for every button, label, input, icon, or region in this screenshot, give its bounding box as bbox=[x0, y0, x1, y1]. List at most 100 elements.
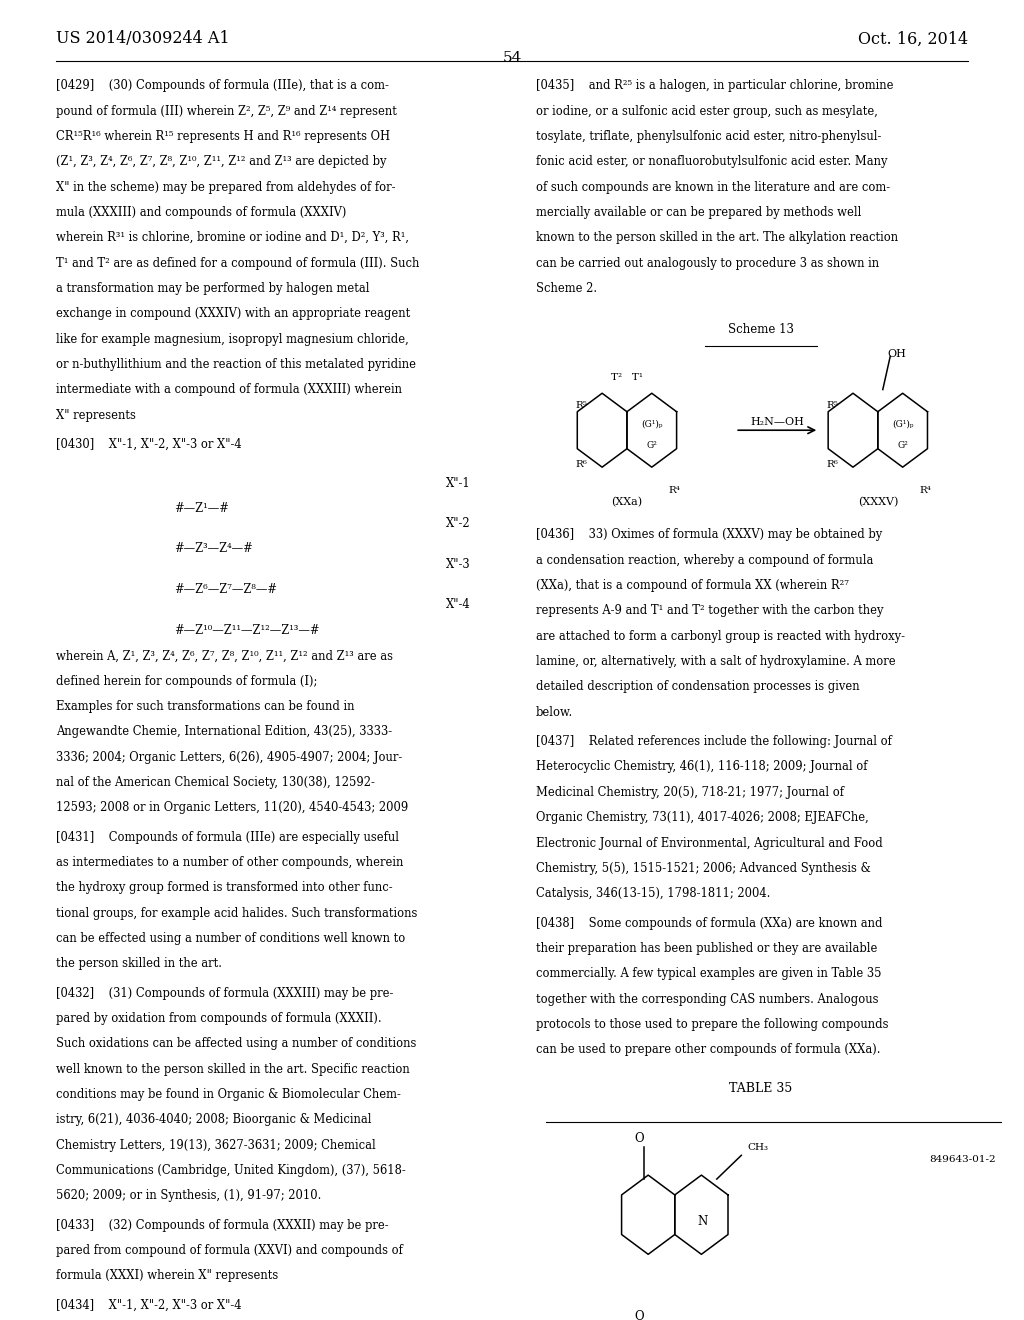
Text: [0438]    Some compounds of formula (XXa) are known and: [0438] Some compounds of formula (XXa) a… bbox=[536, 916, 882, 929]
Text: istry, 6(21), 4036-4040; 2008; Bioorganic & Medicinal: istry, 6(21), 4036-4040; 2008; Bioorgani… bbox=[56, 1113, 372, 1126]
Text: #—Z¹—#: #—Z¹—# bbox=[174, 502, 229, 515]
Text: 5620; 2009; or in Synthesis, (1), 91-97; 2010.: 5620; 2009; or in Synthesis, (1), 91-97;… bbox=[56, 1189, 322, 1203]
Text: [0432]    (31) Compounds of formula (XXXIII) may be pre-: [0432] (31) Compounds of formula (XXXIII… bbox=[56, 986, 393, 999]
Text: X" represents: X" represents bbox=[56, 409, 136, 421]
Text: #—Z³—Z⁴—#: #—Z³—Z⁴—# bbox=[174, 543, 253, 556]
Text: of such compounds are known in the literature and are com-: of such compounds are known in the liter… bbox=[536, 181, 890, 194]
Text: [0431]    Compounds of formula (IIIe) are especially useful: [0431] Compounds of formula (IIIe) are e… bbox=[56, 830, 399, 843]
Text: 849643-01-2: 849643-01-2 bbox=[930, 1155, 996, 1164]
Text: or n-buthyllithium and the reaction of this metalated pyridine: or n-buthyllithium and the reaction of t… bbox=[56, 358, 417, 371]
Text: [0434]    X"-1, X"-2, X"-3 or X"-4: [0434] X"-1, X"-2, X"-3 or X"-4 bbox=[56, 1299, 242, 1312]
Text: R⁴: R⁴ bbox=[669, 486, 681, 495]
Text: TABLE 35: TABLE 35 bbox=[729, 1082, 793, 1094]
Text: can be used to prepare other compounds of formula (XXa).: can be used to prepare other compounds o… bbox=[536, 1043, 880, 1056]
Text: X"-4: X"-4 bbox=[445, 598, 470, 611]
Text: [0437]    Related references include the following: Journal of: [0437] Related references include the fo… bbox=[536, 735, 892, 748]
Text: or iodine, or a sulfonic acid ester group, such as mesylate,: or iodine, or a sulfonic acid ester grou… bbox=[536, 104, 878, 117]
Text: the hydroxy group formed is transformed into other func-: the hydroxy group formed is transformed … bbox=[56, 882, 393, 895]
Text: Communications (Cambridge, United Kingdom), (37), 5618-: Communications (Cambridge, United Kingdo… bbox=[56, 1164, 407, 1177]
Text: (XXa), that is a compound of formula XX (wherein R²⁷: (XXa), that is a compound of formula XX … bbox=[536, 579, 849, 593]
Text: Organic Chemistry, 73(11), 4017-4026; 2008; EJEAFChe,: Organic Chemistry, 73(11), 4017-4026; 20… bbox=[536, 812, 868, 824]
Text: Electronic Journal of Environmental, Agricultural and Food: Electronic Journal of Environmental, Agr… bbox=[536, 837, 883, 850]
Text: formula (XXXI) wherein X" represents: formula (XXXI) wherein X" represents bbox=[56, 1270, 279, 1283]
Text: Examples for such transformations can be found in: Examples for such transformations can be… bbox=[56, 700, 355, 713]
Text: Scheme 2.: Scheme 2. bbox=[536, 282, 597, 294]
Text: Catalysis, 346(13-15), 1798-1811; 2004.: Catalysis, 346(13-15), 1798-1811; 2004. bbox=[536, 887, 770, 900]
Text: T²   T¹: T² T¹ bbox=[611, 374, 643, 383]
Text: detailed description of condensation processes is given: detailed description of condensation pro… bbox=[536, 681, 859, 693]
Text: a condensation reaction, whereby a compound of formula: a condensation reaction, whereby a compo… bbox=[536, 554, 872, 566]
Text: well known to the person skilled in the art. Specific reaction: well known to the person skilled in the … bbox=[56, 1063, 410, 1076]
Text: Chemistry, 5(5), 1515-1521; 2006; Advanced Synthesis &: Chemistry, 5(5), 1515-1521; 2006; Advanc… bbox=[536, 862, 870, 875]
Text: [0435]    and R²⁵ is a halogen, in particular chlorine, bromine: [0435] and R²⁵ is a halogen, in particul… bbox=[536, 79, 893, 92]
Text: exchange in compound (XXXIV) with an appropriate reagent: exchange in compound (XXXIV) with an app… bbox=[56, 308, 411, 321]
Text: X"-1: X"-1 bbox=[445, 477, 470, 490]
Text: lamine, or, alternatively, with a salt of hydroxylamine. A more: lamine, or, alternatively, with a salt o… bbox=[536, 655, 895, 668]
Text: can be effected using a number of conditions well known to: can be effected using a number of condit… bbox=[56, 932, 406, 945]
Text: R⁵: R⁵ bbox=[575, 401, 588, 409]
Text: (Z¹, Z³, Z⁴, Z⁶, Z⁷, Z⁸, Z¹⁰, Z¹¹, Z¹² and Z¹³ are depicted by: (Z¹, Z³, Z⁴, Z⁶, Z⁷, Z⁸, Z¹⁰, Z¹¹, Z¹² a… bbox=[56, 156, 387, 168]
Text: (G¹)ₚ: (G¹)ₚ bbox=[641, 420, 663, 428]
Text: 3336; 2004; Organic Letters, 6(26), 4905-4907; 2004; Jour-: 3336; 2004; Organic Letters, 6(26), 4905… bbox=[56, 751, 402, 764]
Text: can be carried out analogously to procedure 3 as shown in: can be carried out analogously to proced… bbox=[536, 256, 879, 269]
Text: [0433]    (32) Compounds of formula (XXXII) may be pre-: [0433] (32) Compounds of formula (XXXII)… bbox=[56, 1218, 389, 1232]
Text: Oct. 16, 2014: Oct. 16, 2014 bbox=[857, 30, 968, 48]
Text: conditions may be found in Organic & Biomolecular Chem-: conditions may be found in Organic & Bio… bbox=[56, 1088, 401, 1101]
Text: [0430]    X"-1, X"-2, X"-3 or X"-4: [0430] X"-1, X"-2, X"-3 or X"-4 bbox=[56, 438, 242, 451]
Text: mula (XXXIII) and compounds of formula (XXXIV): mula (XXXIII) and compounds of formula (… bbox=[56, 206, 347, 219]
Text: X"-2: X"-2 bbox=[445, 517, 470, 531]
Text: R⁴: R⁴ bbox=[920, 486, 932, 495]
Text: tional groups, for example acid halides. Such transformations: tional groups, for example acid halides.… bbox=[56, 907, 418, 920]
Text: tosylate, triflate, phenylsulfonic acid ester, nitro-phenylsul-: tosylate, triflate, phenylsulfonic acid … bbox=[536, 129, 881, 143]
Text: commercially. A few typical examples are given in Table 35: commercially. A few typical examples are… bbox=[536, 968, 881, 981]
Text: CH₃: CH₃ bbox=[748, 1143, 768, 1152]
Text: Such oxidations can be affected using a number of conditions: Such oxidations can be affected using a … bbox=[56, 1038, 417, 1051]
Text: [0436]    33) Oximes of formula (XXXV) may be obtained by: [0436] 33) Oximes of formula (XXXV) may … bbox=[536, 528, 882, 541]
Text: pound of formula (III) wherein Z², Z⁵, Z⁹ and Z¹⁴ represent: pound of formula (III) wherein Z², Z⁵, Z… bbox=[56, 104, 397, 117]
Text: nal of the American Chemical Society, 130(38), 12592-: nal of the American Chemical Society, 13… bbox=[56, 776, 375, 789]
Text: CR¹⁵R¹⁶ wherein R¹⁵ represents H and R¹⁶ represents OH: CR¹⁵R¹⁶ wherein R¹⁵ represents H and R¹⁶… bbox=[56, 129, 390, 143]
Text: X" in the scheme) may be prepared from aldehydes of for-: X" in the scheme) may be prepared from a… bbox=[56, 181, 396, 194]
Text: R⁶: R⁶ bbox=[575, 459, 588, 469]
Text: protocols to those used to prepare the following compounds: protocols to those used to prepare the f… bbox=[536, 1018, 888, 1031]
Text: (XXXV): (XXXV) bbox=[858, 496, 898, 507]
Text: the person skilled in the art.: the person skilled in the art. bbox=[56, 957, 222, 970]
Text: #—Z⁶—Z⁷—Z⁸—#: #—Z⁶—Z⁷—Z⁸—# bbox=[174, 583, 278, 595]
Text: G²: G² bbox=[897, 441, 908, 450]
Text: O: O bbox=[634, 1309, 644, 1320]
Text: like for example magnesium, isopropyl magnesium chloride,: like for example magnesium, isopropyl ma… bbox=[56, 333, 409, 346]
Text: (XXa): (XXa) bbox=[611, 496, 642, 507]
Text: defined herein for compounds of formula (I);: defined herein for compounds of formula … bbox=[56, 675, 317, 688]
Text: [0429]    (30) Compounds of formula (IIIe), that is a com-: [0429] (30) Compounds of formula (IIIe),… bbox=[56, 79, 389, 92]
Text: below.: below. bbox=[536, 706, 572, 719]
Text: their preparation has been published or they are available: their preparation has been published or … bbox=[536, 942, 877, 954]
Text: US 2014/0309244 A1: US 2014/0309244 A1 bbox=[56, 30, 230, 48]
Text: #—Z¹⁰—Z¹¹—Z¹²—Z¹³—#: #—Z¹⁰—Z¹¹—Z¹²—Z¹³—# bbox=[174, 623, 319, 636]
Text: Medicinal Chemistry, 20(5), 718-21; 1977; Journal of: Medicinal Chemistry, 20(5), 718-21; 1977… bbox=[536, 785, 844, 799]
Text: G²: G² bbox=[646, 441, 657, 450]
Text: 54: 54 bbox=[503, 51, 521, 66]
Text: fonic acid ester, or nonafluorobutylsulfonic acid ester. Many: fonic acid ester, or nonafluorobutylsulf… bbox=[536, 156, 887, 168]
Text: Chemistry Letters, 19(13), 3627-3631; 2009; Chemical: Chemistry Letters, 19(13), 3627-3631; 20… bbox=[56, 1139, 376, 1152]
Text: together with the corresponding CAS numbers. Analogous: together with the corresponding CAS numb… bbox=[536, 993, 878, 1006]
Text: OH: OH bbox=[888, 348, 906, 359]
Text: are attached to form a carbonyl group is reacted with hydroxy-: are attached to form a carbonyl group is… bbox=[536, 630, 904, 643]
Text: pared by oxidation from compounds of formula (XXXII).: pared by oxidation from compounds of for… bbox=[56, 1012, 382, 1026]
Text: R⁵: R⁵ bbox=[826, 401, 839, 409]
Text: N: N bbox=[697, 1214, 708, 1228]
Text: (G¹)ₚ: (G¹)ₚ bbox=[892, 420, 913, 428]
Text: O: O bbox=[634, 1131, 644, 1144]
Text: Angewandte Chemie, International Edition, 43(25), 3333-: Angewandte Chemie, International Edition… bbox=[56, 725, 392, 738]
Text: mercially available or can be prepared by methods well: mercially available or can be prepared b… bbox=[536, 206, 861, 219]
Text: R⁶: R⁶ bbox=[826, 459, 839, 469]
Text: wherein A, Z¹, Z³, Z⁴, Z⁶, Z⁷, Z⁸, Z¹⁰, Z¹¹, Z¹² and Z¹³ are as: wherein A, Z¹, Z³, Z⁴, Z⁶, Z⁷, Z⁸, Z¹⁰, … bbox=[56, 649, 393, 663]
Text: pared from compound of formula (XXVI) and compounds of: pared from compound of formula (XXVI) an… bbox=[56, 1243, 403, 1257]
Text: as intermediates to a number of other compounds, wherein: as intermediates to a number of other co… bbox=[56, 855, 403, 869]
Text: intermediate with a compound of formula (XXXIII) wherein: intermediate with a compound of formula … bbox=[56, 383, 402, 396]
Text: wherein R³¹ is chlorine, bromine or iodine and D¹, D², Y³, R¹,: wherein R³¹ is chlorine, bromine or iodi… bbox=[56, 231, 410, 244]
Text: represents A-9 and T¹ and T² together with the carbon they: represents A-9 and T¹ and T² together wi… bbox=[536, 605, 883, 618]
Text: X"-3: X"-3 bbox=[445, 557, 470, 570]
Text: a transformation may be performed by halogen metal: a transformation may be performed by hal… bbox=[56, 282, 370, 294]
Text: Scheme 13: Scheme 13 bbox=[728, 323, 794, 337]
Text: Heterocyclic Chemistry, 46(1), 116-118; 2009; Journal of: Heterocyclic Chemistry, 46(1), 116-118; … bbox=[536, 760, 867, 774]
